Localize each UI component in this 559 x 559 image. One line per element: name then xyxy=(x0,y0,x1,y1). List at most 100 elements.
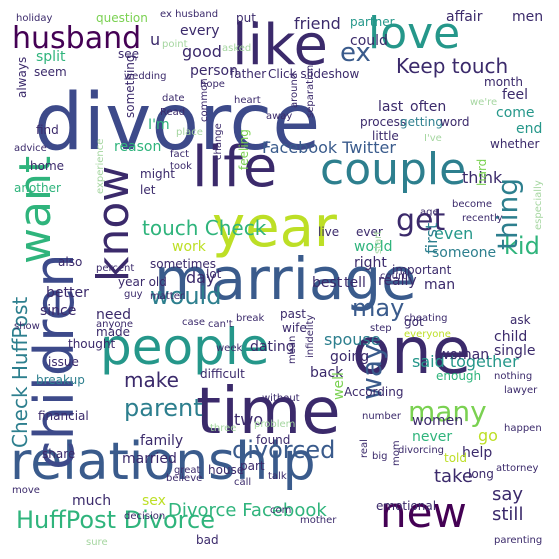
cloud-word-whether: whether xyxy=(490,137,540,151)
cloud-word-heart: heart xyxy=(234,95,261,106)
cloud-word-step: step xyxy=(370,323,392,334)
cloud-word-fact: fact xyxy=(170,149,190,160)
cloud-word-day: day xyxy=(186,268,216,287)
cloud-word-divorcing: divorcing xyxy=(398,445,445,456)
cloud-word-share: share xyxy=(42,447,76,461)
cloud-word-break: break xyxy=(236,313,265,324)
cloud-word-advice: advice xyxy=(14,143,47,154)
cloud-word-issue: issue xyxy=(48,355,79,369)
cloud-word-made: made xyxy=(96,325,131,339)
cloud-word-single: single xyxy=(494,343,536,359)
cloud-word-child: child xyxy=(494,329,528,345)
cloud-word-start: start xyxy=(373,230,384,254)
cloud-word-woman: woman xyxy=(438,347,490,363)
cloud-word-asked: asked xyxy=(222,43,252,54)
cloud-word-affair: affair xyxy=(446,9,483,25)
cloud-word-reason: reason xyxy=(114,139,162,155)
cloud-word-men: men xyxy=(512,9,544,25)
cloud-word-seem: seem xyxy=(34,65,67,79)
cloud-word-ive: I've xyxy=(424,133,442,144)
cloud-word-may: may xyxy=(352,294,405,322)
cloud-word-matter: matter xyxy=(150,291,184,302)
cloud-word-holiday: holiday xyxy=(16,13,53,24)
cloud-word-breakup: breakup xyxy=(36,373,85,387)
cloud-word-people: people xyxy=(100,318,270,376)
cloud-word-place: place xyxy=(176,127,203,138)
cloud-word-month: month xyxy=(484,75,523,89)
cloud-word-last: last xyxy=(378,99,404,115)
cloud-word-wife: wife xyxy=(282,321,307,335)
cloud-word-great: great xyxy=(174,465,201,476)
cloud-word-week: week xyxy=(216,343,243,354)
cloud-word-call: call xyxy=(234,477,252,488)
cloud-word-much: much xyxy=(72,493,112,509)
cloud-word-love: love xyxy=(368,8,461,59)
cloud-word-let: let xyxy=(140,183,156,197)
cloud-word-financial: financial xyxy=(38,409,89,423)
cloud-word-sex: sex xyxy=(142,493,166,509)
cloud-word-recently: recently xyxy=(462,213,503,224)
cloud-word-point: point xyxy=(162,39,188,50)
cloud-word-experience: experience xyxy=(95,138,106,194)
cloud-word-process: process xyxy=(360,115,407,129)
cloud-word-long: long xyxy=(468,467,494,481)
cloud-word-every: every xyxy=(180,23,220,39)
cloud-word-found: found xyxy=(256,433,291,447)
cloud-word-anyone: anyone xyxy=(96,319,133,330)
cloud-word-women: women xyxy=(412,413,464,429)
cloud-word-going: going xyxy=(330,349,370,365)
cloud-word-even: even xyxy=(434,224,474,243)
cloud-word-lawyer: lawyer xyxy=(504,385,538,396)
cloud-word-huffpost-divorce: HuffPost Divorce xyxy=(16,506,215,534)
cloud-word-say: say xyxy=(492,484,524,505)
cloud-word-find: find xyxy=(36,123,59,137)
cloud-word-court: court xyxy=(380,271,406,282)
cloud-word-divorce: divorce xyxy=(34,78,321,168)
cloud-word-talk: talk xyxy=(268,471,287,482)
cloud-word-one: one xyxy=(352,315,472,389)
cloud-word-were: we're xyxy=(470,97,498,108)
cloud-word-like: like xyxy=(232,13,329,78)
cloud-word-three: three xyxy=(210,423,237,434)
cloud-word-work: work xyxy=(172,239,206,255)
cloud-word-sometimes: sometimes xyxy=(150,257,217,271)
cloud-word-think: think xyxy=(462,168,503,187)
cloud-word-divorced: divorced xyxy=(232,436,336,464)
cloud-word-take: take xyxy=(434,466,473,487)
cloud-word-sure: sure xyxy=(86,537,108,548)
cloud-word-difficult: difficult xyxy=(200,367,245,381)
cloud-word-could: could xyxy=(350,33,388,49)
cloud-word-person: person xyxy=(190,63,238,79)
cloud-word-said-together: said together xyxy=(412,352,519,371)
cloud-word-good: good xyxy=(182,42,222,61)
cloud-word-real: real xyxy=(359,439,370,458)
cloud-word-back: back xyxy=(310,365,344,381)
cloud-word-according: According xyxy=(344,385,404,399)
cloud-word-world: world xyxy=(354,239,393,255)
cloud-word-part: part xyxy=(240,459,265,473)
cloud-word-number: number xyxy=(362,411,402,422)
cloud-word-split: split xyxy=(36,49,66,65)
cloud-word-new: new xyxy=(380,488,467,537)
cloud-word-big: big xyxy=(372,451,388,462)
cloud-word-many: many xyxy=(408,395,487,428)
cloud-word-change: change xyxy=(213,123,224,160)
cloud-word-infidelity: infidelity xyxy=(305,314,316,358)
cloud-word-always: always xyxy=(15,56,29,98)
cloud-word-ex: ex xyxy=(340,38,371,68)
cloud-word-click-slideshow: Click slideshow xyxy=(268,67,360,81)
cloud-word-become: become xyxy=(452,199,493,210)
cloud-word-important: important xyxy=(392,263,452,277)
cloud-word-also: also xyxy=(58,255,83,269)
cloud-word-relationship: relationship xyxy=(10,432,316,492)
cloud-word-put: put xyxy=(236,11,256,25)
cloud-word-feel: feel xyxy=(502,87,529,103)
cloud-word-family: family xyxy=(140,433,184,449)
cloud-word-cheating: cheating xyxy=(404,313,448,324)
cloud-word-often: often xyxy=(410,99,447,115)
cloud-word-getting: getting xyxy=(400,115,443,129)
cloud-word-would: would xyxy=(150,282,222,310)
cloud-word-emotional: emotional xyxy=(376,499,437,513)
cloud-word-cant: can't xyxy=(208,319,233,330)
cloud-word-end: end xyxy=(516,121,543,137)
